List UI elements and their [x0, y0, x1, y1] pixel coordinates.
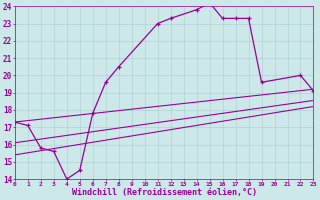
X-axis label: Windchill (Refroidissement éolien,°C): Windchill (Refroidissement éolien,°C) — [72, 188, 257, 197]
